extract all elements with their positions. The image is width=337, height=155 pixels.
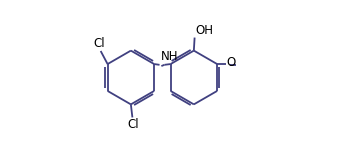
Text: OH: OH: [195, 24, 213, 37]
Text: Cl: Cl: [93, 37, 105, 50]
Text: O: O: [227, 56, 236, 69]
Text: Cl: Cl: [127, 118, 139, 131]
Text: NH: NH: [161, 50, 178, 63]
